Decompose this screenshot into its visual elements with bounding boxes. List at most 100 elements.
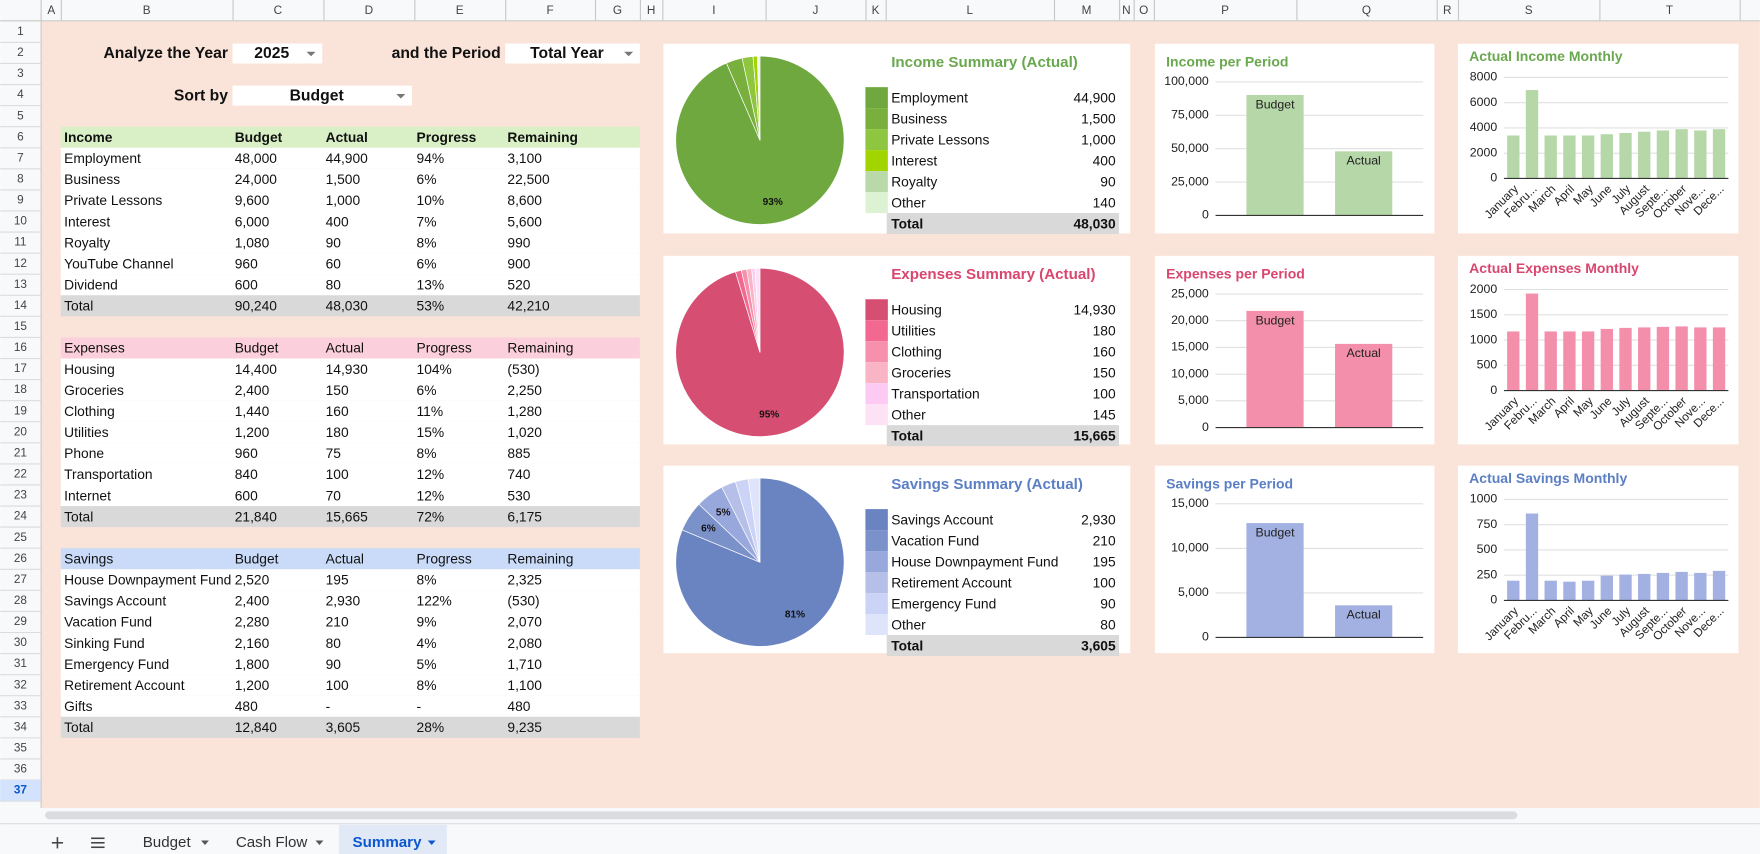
table-cell: Clothing: [64, 404, 115, 419]
table-cell: 2,520: [235, 573, 270, 588]
table-cell: 12%: [417, 467, 445, 482]
control-label: Sort by: [174, 87, 228, 104]
dropdown-box: [232, 85, 413, 106]
table-cell: 900: [507, 256, 530, 271]
table-row-bg: [60, 126, 640, 148]
all-sheets-button[interactable]: [91, 837, 105, 849]
table-cell: 22,500: [507, 172, 550, 187]
dropdown-value: Total Year: [530, 45, 604, 62]
table-cell: 990: [507, 235, 530, 250]
table-row-bg: [60, 421, 640, 443]
table-row-bg: [60, 506, 640, 528]
pie-slice: [758, 55, 761, 141]
table-cell: 400: [326, 214, 349, 229]
legend-value: 44,900: [1073, 90, 1116, 105]
row-label: 6: [17, 130, 24, 143]
table-cell: 1,100: [507, 678, 542, 693]
column-label: Q: [1362, 4, 1371, 17]
table-cell: 8%: [417, 678, 437, 693]
table-cell: 520: [507, 278, 530, 293]
table-cell: Sinking Fund: [64, 636, 145, 651]
table-cell: 1,200: [235, 678, 270, 693]
dropdown-box: [232, 43, 323, 64]
y-tick-label: 500: [1477, 358, 1498, 372]
y-tick-label: 25,000: [1171, 286, 1209, 300]
sheet-tab[interactable]: Summary: [339, 824, 447, 854]
dropdown[interactable]: Total Year: [505, 43, 640, 64]
table-row-bg: [60, 611, 640, 633]
row-label: 29: [14, 615, 27, 628]
y-tick-label: 0: [1202, 630, 1209, 644]
add-sheet-button[interactable]: [51, 837, 64, 849]
table-cell: 5%: [417, 657, 437, 672]
legend-label: Employment: [891, 90, 968, 105]
bar: [1675, 129, 1688, 179]
y-tick-label: 250: [1477, 567, 1498, 581]
legend-total-label: Total: [891, 638, 923, 653]
pie-label: 5%: [716, 508, 731, 519]
table-row-bg: [60, 590, 640, 612]
table-cell: 1,500: [326, 172, 361, 187]
legend-swatch: [865, 509, 888, 531]
table-row-bg: [60, 295, 640, 317]
table-cell: Dividend: [64, 278, 118, 293]
column-label: F: [546, 4, 553, 17]
table-cell: 1,280: [507, 404, 542, 419]
table-cell: 210: [326, 615, 349, 630]
table-cell: 2,400: [235, 594, 270, 609]
y-tick-label: 15,000: [1171, 340, 1209, 354]
sheet-tab[interactable]: Budget: [143, 834, 209, 851]
table-cell: 80: [326, 636, 342, 651]
y-tick-label: 1000: [1470, 492, 1498, 506]
bar: [1246, 523, 1304, 638]
row-label: 33: [14, 699, 28, 712]
column-label: A: [47, 4, 55, 17]
table-row-bg: [60, 695, 640, 717]
legend-swatch: [865, 150, 888, 172]
table-cell: 4%: [417, 636, 437, 651]
table-cell: 12%: [417, 488, 445, 503]
legend-value: 210: [1093, 533, 1116, 548]
row-label: 5: [17, 109, 24, 122]
legend-value: 2,930: [1081, 512, 1116, 527]
y-tick-label: 1500: [1470, 307, 1498, 321]
column-label: P: [1221, 4, 1229, 17]
chart-title: Expenses per Period: [1166, 266, 1305, 282]
table-cell: 42,210: [507, 299, 550, 314]
row-label: 9: [17, 194, 24, 207]
table-cell: 70: [326, 488, 342, 503]
table-cell: -: [326, 699, 331, 714]
table-cell: 1,800: [235, 657, 270, 672]
bar: [1563, 135, 1576, 179]
y-tick-label: 75,000: [1171, 108, 1209, 122]
table-cell: Groceries: [64, 383, 124, 398]
table-cell: 104%: [417, 362, 452, 377]
bar: [1656, 326, 1670, 391]
table-cell: 100: [326, 678, 349, 693]
dropdown-arrow: [624, 51, 634, 57]
dropdown[interactable]: 2025: [232, 43, 323, 64]
legend-swatch: [865, 192, 888, 214]
row-label: 26: [14, 552, 28, 565]
table-cell: 6%: [417, 383, 437, 398]
chart-title: Savings per Period: [1166, 475, 1293, 491]
table-cell: Business: [64, 172, 120, 187]
row-label: 10: [14, 215, 28, 228]
table-cell: 8%: [417, 573, 437, 588]
y-tick-label: 2000: [1470, 282, 1498, 296]
table-cell: 122%: [417, 594, 452, 609]
legend-swatch: [865, 362, 888, 384]
dropdown[interactable]: Budget: [232, 85, 413, 106]
table-cell: 21,840: [235, 509, 278, 524]
table-cell: 13%: [417, 278, 445, 293]
sheet-tab[interactable]: Cash Flow: [236, 834, 324, 851]
scrollbar-thumb[interactable]: [45, 811, 1518, 820]
table-cell: 72%: [417, 509, 445, 524]
bar: [1544, 331, 1557, 391]
row-label: 36: [14, 763, 28, 776]
legend-swatch: [865, 383, 888, 405]
table-row-bg: [60, 232, 640, 254]
table-cell: 2,080: [507, 636, 542, 651]
column-label: E: [456, 4, 464, 17]
bar: [1563, 331, 1576, 391]
